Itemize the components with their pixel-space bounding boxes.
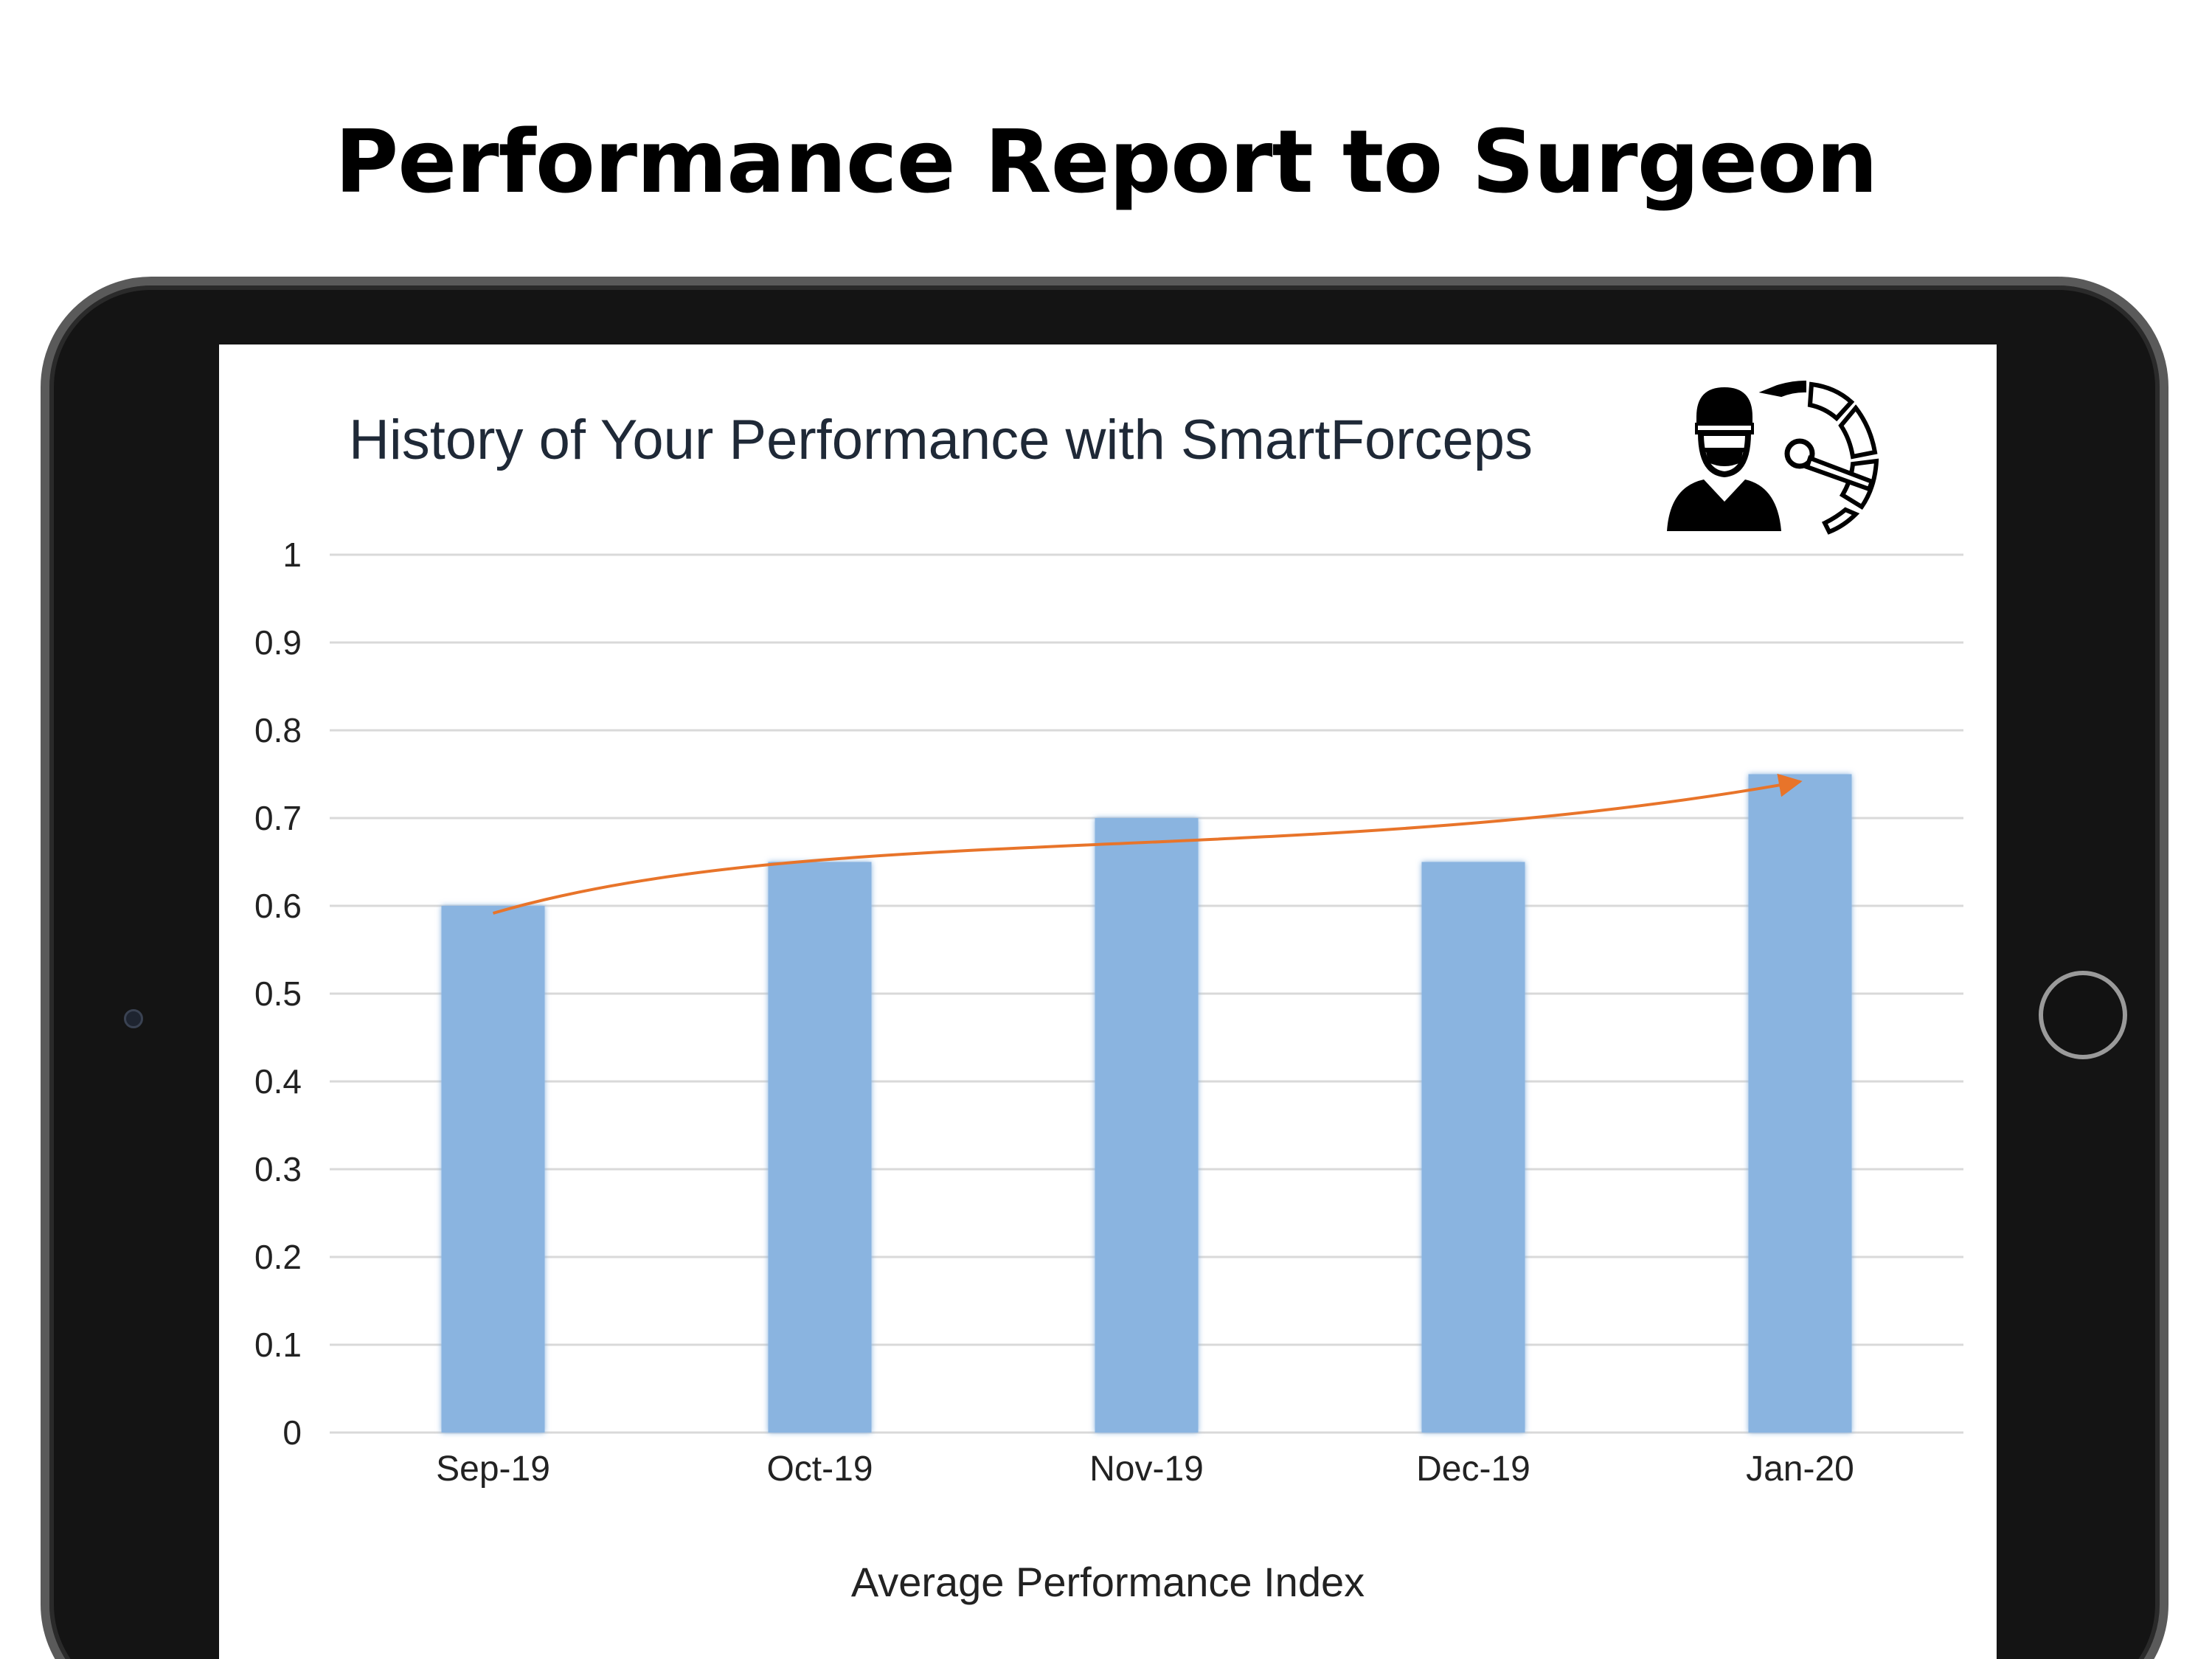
y-tick-label: 0.2	[254, 1238, 302, 1276]
trend-arrow	[492, 773, 1803, 915]
y-tick-label: 0.6	[254, 887, 302, 925]
slide-title: Performance Report to Surgeon	[334, 111, 1878, 212]
y-tick-label: 0.3	[254, 1150, 302, 1188]
bar-nov-19[interactable]	[1095, 818, 1199, 1433]
x-tick-label: Nov-19	[1089, 1450, 1204, 1489]
y-tick-label: 0.1	[254, 1326, 302, 1364]
chart-title: History of Your Performance with SmartFo…	[349, 409, 1533, 471]
y-tick-label: 1	[282, 536, 302, 574]
x-tick-label: Sep-19	[436, 1450, 550, 1489]
y-tick-label: 0.7	[254, 799, 302, 837]
x-tick-label: Dec-19	[1416, 1450, 1530, 1489]
bar-jan-20[interactable]	[1748, 774, 1852, 1433]
y-tick-label: 0.5	[254, 974, 302, 1013]
surgeon-performance-gauge-icon	[1667, 380, 1879, 535]
tablet-screen: 0 0.1 0.2 0.3 0.4 0.5 0.6 0.7 0.8 0.9 1 Sep-19 Oct-…	[219, 344, 1997, 1659]
x-tick-label: Jan-20	[1746, 1450, 1854, 1489]
x-axis-title: Average Performance Index	[850, 1559, 1365, 1605]
performance-bar-chart: 0 0.1 0.2 0.3 0.4 0.5 0.6 0.7 0.8 0.9 1 Sep-19 Oct-…	[254, 536, 1963, 1489]
home-button-icon[interactable]	[2039, 971, 2127, 1059]
front-camera-icon	[124, 1009, 143, 1028]
bar-oct-19[interactable]	[768, 862, 872, 1433]
y-tick-label: 0.9	[254, 623, 302, 662]
bar-sep-19[interactable]	[441, 906, 545, 1433]
bar-dec-19[interactable]	[1421, 862, 1525, 1433]
y-tick-label: 0.4	[254, 1062, 302, 1101]
y-tick-label: 0.8	[254, 711, 302, 749]
y-tick-label: 0	[282, 1413, 302, 1452]
x-tick-label: Oct-19	[766, 1450, 873, 1489]
